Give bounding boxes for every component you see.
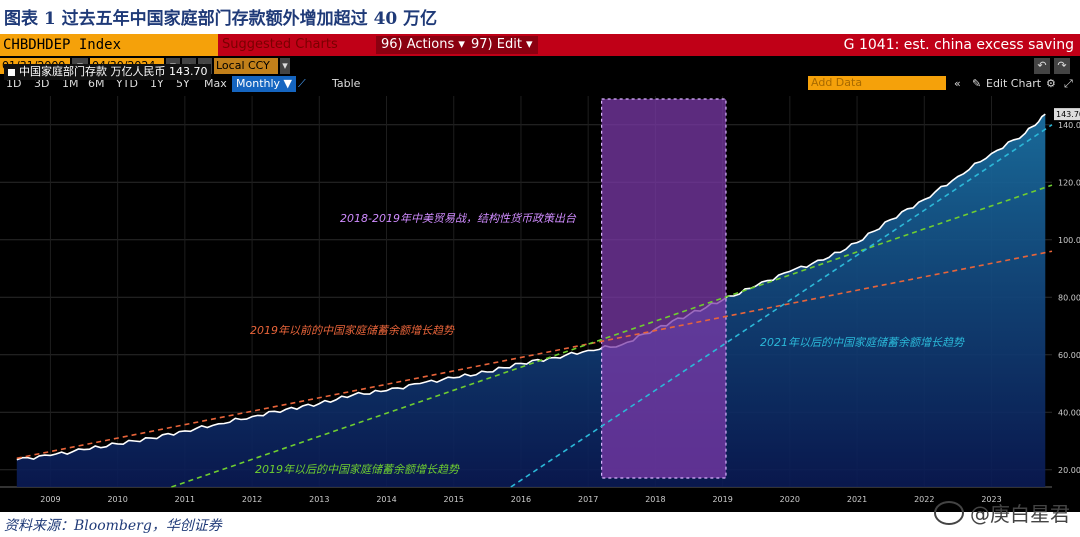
x-tick-label: 2013	[309, 495, 329, 504]
x-tick-label: 2011	[175, 495, 195, 504]
chart-annotation: 2021年以后的中国家庭储蓄余额增长趋势	[760, 336, 965, 349]
x-tick-label: 2023	[981, 495, 1001, 504]
y-tick-label: 80.00	[1058, 293, 1080, 302]
trendline-pre-2019	[16, 250, 1053, 460]
y-tick-label: 120.00	[1058, 178, 1080, 187]
weibo-icon	[934, 500, 964, 525]
y-tick-label: 60.00	[1058, 351, 1080, 360]
x-tick-label: 2009	[40, 495, 60, 504]
legend-swatch	[8, 68, 15, 76]
frequency-select[interactable]: Monthly ▼	[232, 76, 296, 92]
y-tick-label: 100.00	[1058, 236, 1080, 245]
suggested-charts-link[interactable]: Suggested Charts	[222, 37, 338, 52]
legend-label: 中国家庭部门存款 万亿人民币 143.70	[19, 65, 208, 78]
x-tick-label: 2016	[511, 495, 531, 504]
x-tick-label: 2022	[914, 495, 934, 504]
y-tick-label: 140.00	[1058, 121, 1080, 130]
undo-icon[interactable]: ↶	[1034, 58, 1050, 74]
period-max[interactable]: Max	[204, 77, 227, 90]
period-1m[interactable]: 1M	[62, 77, 79, 90]
watermark: @庚白星君	[934, 498, 1070, 527]
period-6m[interactable]: 6M	[88, 77, 105, 90]
terminal-title-bar: CHBDHDEP Index Suggested Charts 96) Acti…	[0, 34, 1080, 56]
series-line	[16, 113, 1046, 461]
series-legend: 中国家庭部门存款 万亿人民币 143.70	[4, 64, 212, 80]
period-1y[interactable]: 1Y	[150, 77, 164, 90]
x-tick-label: 2017	[578, 495, 598, 504]
chart-annotation: 2019年以后的中国家庭储蓄余额增长趋势	[255, 463, 460, 476]
y-tick-label: 40.00	[1058, 408, 1080, 417]
x-tick-label: 2015	[444, 495, 464, 504]
add-data-field[interactable]: Add Data	[808, 76, 946, 90]
chart-annotation: 2018-2019年中美贸易战，结构性货币政策出台	[340, 212, 577, 225]
x-tick-label: 2014	[376, 495, 396, 504]
period-5y[interactable]: 5Y	[176, 77, 190, 90]
period-1d[interactable]: 1D	[6, 77, 22, 90]
chevron-down-icon[interactable]: ▾	[280, 58, 290, 74]
actions-menu[interactable]: 96) Actions ▾	[376, 36, 470, 54]
line-chart-icon[interactable]: ⟋	[298, 77, 306, 90]
chart-title: G 1041: est. china excess saving	[843, 37, 1074, 53]
period-3d[interactable]: 3D	[34, 77, 50, 90]
edit-chart-button[interactable]: Edit Chart	[986, 77, 1042, 90]
redo-icon[interactable]: ↷	[1054, 58, 1070, 74]
period-toolbar: 1D 3D 1M 6M YTD 1Y 5Y Max Monthly ▼ ⟋ Ta…	[0, 76, 1080, 92]
trade-war-highlight	[601, 98, 727, 479]
chart-canvas: 20.00 40.00 60.00 80.00 100.00 120.00 140.00 20…	[0, 96, 1080, 504]
currency-select[interactable]: Local CCY	[214, 58, 278, 74]
series-area	[16, 114, 1046, 487]
edit-menu[interactable]: 97) Edit ▾	[466, 36, 538, 54]
last-value-label: 143.70	[1056, 110, 1080, 119]
trendline-post-2019	[171, 184, 1053, 488]
source-note: 资料来源：Bloomberg，华创证券	[4, 518, 222, 534]
figure-caption: 图表 1 过去五年中国家庭部门存款额外增加超过 40 万亿	[4, 9, 438, 29]
period-ytd[interactable]: YTD	[116, 77, 138, 90]
x-tick-label: 2012	[242, 495, 262, 504]
ticker-field[interactable]: CHBDHDEP Index	[0, 34, 218, 56]
x-tick-label: 2021	[847, 495, 867, 504]
trendline-post-2021	[510, 124, 1053, 488]
watermark-text: @庚白星君	[970, 502, 1070, 526]
x-tick-label: 2019	[712, 495, 732, 504]
pencil-icon[interactable]: ✎	[972, 77, 982, 90]
expand-icon[interactable]: ⤢	[1064, 77, 1073, 90]
settings-icon[interactable]: ⚙	[1046, 77, 1056, 90]
x-tick-label: 2018	[645, 495, 665, 504]
x-tick-label: 2010	[107, 495, 127, 504]
x-tick-label: 2020	[780, 495, 800, 504]
table-view-button[interactable]: Table	[332, 77, 361, 90]
y-tick-label: 20.00	[1058, 466, 1080, 475]
last-value-tag	[1054, 108, 1080, 121]
chart-annotation: 2019年以前的中国家庭储蓄余额增长趋势	[250, 324, 455, 337]
collapse-icon[interactable]: «	[954, 77, 961, 90]
